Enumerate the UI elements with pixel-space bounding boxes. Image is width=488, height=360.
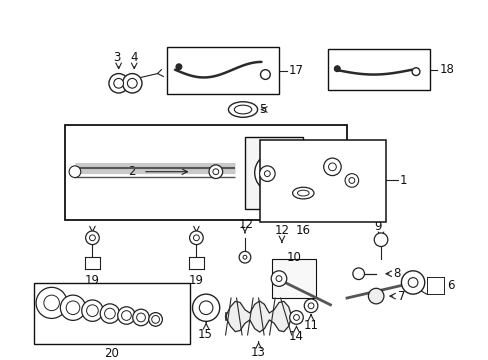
Circle shape: [148, 312, 162, 326]
Circle shape: [373, 233, 387, 247]
Circle shape: [118, 307, 135, 324]
Text: 6: 6: [446, 279, 454, 292]
Circle shape: [276, 276, 282, 282]
Circle shape: [176, 64, 182, 70]
Circle shape: [151, 315, 159, 323]
Circle shape: [69, 166, 81, 177]
Circle shape: [199, 301, 212, 315]
Circle shape: [114, 78, 123, 88]
Circle shape: [66, 301, 80, 315]
Circle shape: [289, 311, 303, 324]
Circle shape: [85, 231, 99, 244]
Text: 9: 9: [373, 220, 381, 233]
Text: 20: 20: [104, 347, 119, 360]
Circle shape: [304, 299, 317, 312]
Text: 10: 10: [286, 251, 301, 264]
Text: 4: 4: [130, 50, 138, 64]
Circle shape: [81, 300, 103, 321]
Circle shape: [401, 271, 424, 294]
Circle shape: [328, 163, 336, 171]
Circle shape: [239, 251, 250, 263]
Text: 18: 18: [438, 63, 453, 76]
Circle shape: [136, 313, 145, 322]
Circle shape: [271, 271, 286, 286]
Circle shape: [132, 309, 149, 326]
Text: 1: 1: [399, 174, 406, 187]
Circle shape: [352, 268, 364, 280]
Text: 5: 5: [259, 103, 266, 116]
Circle shape: [259, 166, 275, 181]
Circle shape: [122, 73, 142, 93]
Circle shape: [334, 66, 340, 72]
Circle shape: [122, 311, 131, 320]
Text: 13: 13: [250, 346, 265, 359]
Bar: [34, 283, 189, 344]
Circle shape: [293, 315, 299, 320]
Text: 3: 3: [113, 50, 120, 64]
Bar: [327, 49, 429, 90]
Text: 19: 19: [188, 274, 203, 287]
Circle shape: [323, 158, 341, 176]
Text: 7: 7: [397, 289, 404, 303]
Bar: [65, 125, 346, 220]
Circle shape: [86, 305, 98, 316]
Circle shape: [407, 278, 417, 287]
Circle shape: [208, 165, 222, 179]
Circle shape: [89, 235, 95, 241]
Text: 2: 2: [128, 165, 136, 178]
Ellipse shape: [228, 102, 257, 117]
Circle shape: [192, 294, 219, 321]
Circle shape: [36, 287, 67, 319]
Text: 15: 15: [197, 328, 212, 341]
Circle shape: [264, 163, 283, 183]
Circle shape: [367, 288, 383, 304]
Text: 12: 12: [275, 224, 289, 237]
Circle shape: [254, 153, 293, 192]
Circle shape: [345, 174, 358, 187]
Circle shape: [44, 295, 59, 311]
Circle shape: [348, 177, 354, 183]
Text: 14: 14: [288, 330, 303, 343]
Circle shape: [127, 78, 137, 88]
Ellipse shape: [297, 190, 308, 196]
Text: 12: 12: [238, 218, 253, 231]
Text: 17: 17: [288, 64, 303, 77]
Bar: [244, 137, 303, 209]
Bar: [272, 259, 315, 298]
Circle shape: [104, 308, 115, 319]
Circle shape: [212, 169, 218, 175]
Circle shape: [307, 303, 313, 309]
Circle shape: [60, 295, 85, 320]
Bar: [259, 140, 385, 222]
Circle shape: [100, 304, 120, 323]
Circle shape: [260, 70, 270, 80]
Circle shape: [411, 68, 419, 76]
Text: 16: 16: [295, 224, 310, 237]
Circle shape: [264, 171, 270, 176]
Circle shape: [189, 231, 203, 244]
Circle shape: [193, 235, 199, 241]
Text: 8: 8: [393, 267, 400, 280]
Ellipse shape: [234, 105, 251, 114]
Circle shape: [243, 255, 246, 259]
Circle shape: [109, 73, 128, 93]
Text: 19: 19: [84, 274, 100, 287]
Ellipse shape: [292, 187, 313, 199]
Text: 11: 11: [303, 319, 318, 332]
Bar: [167, 47, 279, 94]
